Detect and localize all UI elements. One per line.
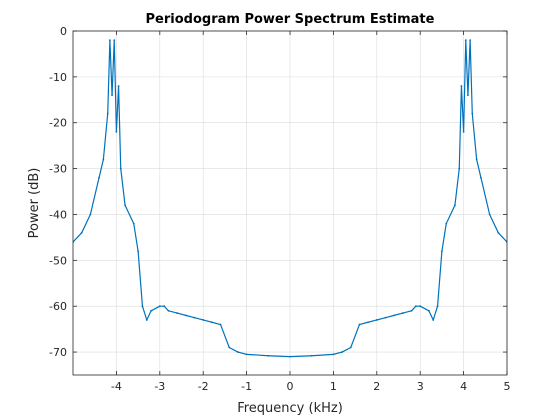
data-point (102, 158, 105, 161)
data-point (184, 314, 187, 317)
data-point (464, 39, 467, 42)
data-point (467, 94, 469, 97)
y-tick-labels: 0 -10 -20 -30 -40 -50 -60 -70 (49, 25, 67, 359)
data-point (137, 250, 140, 253)
x-tick-label: 0 (287, 380, 294, 393)
x-tick-label: -1 (241, 380, 252, 393)
data-point (145, 319, 148, 321)
data-point (202, 319, 205, 321)
data-point (401, 312, 404, 314)
data-point (89, 213, 92, 216)
data-point (332, 353, 335, 356)
data-point (80, 231, 83, 234)
data-point (267, 354, 270, 357)
data-point (471, 112, 474, 115)
data-point (475, 158, 478, 161)
y-tick-label: -40 (49, 208, 67, 221)
y-tick-label: -20 (49, 117, 67, 130)
data-point (193, 316, 196, 319)
chart-title: Periodogram Power Spectrum Estimate (146, 12, 435, 27)
y-tick-label: 0 (60, 25, 67, 38)
data-point (469, 39, 472, 42)
x-tick-label: 4 (460, 380, 467, 393)
data-point (158, 305, 161, 308)
data-point (111, 94, 113, 97)
tick-marks (73, 30, 508, 375)
data-point (289, 355, 291, 358)
data-point (445, 222, 448, 225)
data-point (462, 131, 465, 133)
data-point (480, 176, 482, 179)
data-point (106, 112, 109, 115)
data-point (375, 319, 378, 321)
data-point (432, 319, 435, 321)
y-tick-label: -10 (49, 71, 67, 84)
y-tick-label: -60 (49, 300, 67, 313)
x-tick-label: 5 (504, 380, 511, 393)
x-tick-label: 3 (417, 380, 424, 393)
data-point (176, 312, 179, 314)
series-group (73, 39, 507, 358)
data-point (427, 309, 430, 312)
x-axis-title: Frequency (kHz) (237, 401, 343, 416)
data-point (150, 309, 153, 312)
data-point (358, 323, 361, 326)
data-point (384, 316, 387, 319)
data-point (98, 176, 100, 179)
data-point (117, 85, 120, 87)
x-tick-label: -2 (198, 380, 209, 393)
data-point (441, 250, 443, 253)
data-point (219, 323, 222, 326)
data-point (367, 321, 370, 324)
data-point (115, 131, 118, 133)
data-point (419, 305, 422, 308)
y-axis-title: Power (dB) (27, 168, 42, 239)
data-point (341, 351, 343, 353)
data-point (349, 346, 352, 349)
data-point (124, 204, 126, 207)
data-point (113, 39, 116, 42)
x-tick-label: 2 (373, 380, 380, 393)
y-tick-label: -70 (49, 346, 67, 359)
data-point (454, 204, 456, 207)
data-point (436, 305, 439, 308)
data-point (497, 231, 500, 234)
y-tick-label: -30 (49, 163, 67, 176)
data-point (410, 309, 413, 312)
data-point (119, 167, 122, 170)
x-tick-label: 1 (330, 380, 337, 393)
data-point (132, 222, 135, 225)
data-point (458, 167, 461, 170)
data-point (237, 351, 239, 353)
data-point (393, 314, 396, 317)
data-point (310, 354, 313, 357)
data-point (141, 305, 144, 308)
x-tick-labels: -4 -3 -2 -1 0 1 2 3 4 5 (111, 380, 511, 393)
data-point (163, 305, 166, 308)
data-point (414, 305, 417, 308)
data-point (460, 85, 463, 87)
data-point (167, 309, 170, 312)
data-point (108, 39, 111, 42)
data-point (210, 321, 213, 324)
y-tick-label: -50 (49, 254, 67, 267)
data-point (228, 346, 231, 349)
x-tick-label: -4 (111, 380, 122, 393)
x-tick-label: -3 (154, 380, 165, 393)
data-point (245, 353, 248, 356)
data-point (488, 213, 491, 216)
